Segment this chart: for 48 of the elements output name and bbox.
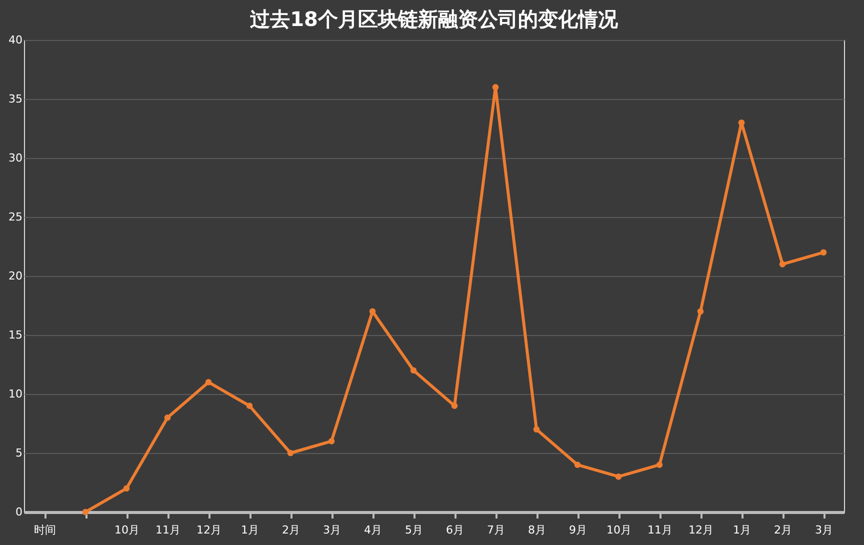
point — [697, 308, 704, 315]
x-tick-label: 10月 — [606, 524, 632, 536]
x-tick-label: 10月 — [114, 524, 140, 536]
x-tick-label: 2月 — [774, 524, 792, 536]
y-tick-label: 20 — [8, 270, 22, 282]
x-tick-label: 4月 — [364, 524, 382, 536]
y-tick-label: 5 — [16, 446, 22, 460]
x-tick-label: 12月 — [688, 524, 714, 536]
point — [574, 462, 581, 468]
point — [820, 249, 827, 256]
y-tick-label: 0 — [16, 506, 22, 518]
y-tick-label: 30 — [8, 152, 22, 164]
y-tick-label: 10 — [8, 388, 22, 400]
point — [164, 414, 171, 421]
x-tick-label: 1月 — [241, 524, 259, 536]
x-tick-label: 时间 — [34, 524, 56, 536]
chart-title: 过去18个月区块链新融资公司的变化情况 — [249, 7, 619, 31]
x-tick-label: 1月 — [733, 524, 751, 536]
y-tick-label: 40 — [8, 34, 22, 46]
x-tick-label: 6月 — [446, 524, 464, 536]
point — [287, 450, 294, 456]
point — [123, 485, 130, 492]
y-tick-label: 35 — [8, 92, 22, 106]
x-tick-label: 2月 — [282, 524, 300, 536]
point — [492, 84, 499, 90]
point — [246, 402, 253, 409]
point — [533, 426, 540, 433]
point — [205, 379, 212, 386]
x-tick-label: 12月 — [196, 524, 222, 536]
x-tick-label: 3月 — [815, 524, 833, 536]
point — [656, 462, 663, 468]
x-tick-label: 9月 — [569, 524, 587, 536]
point — [615, 473, 622, 480]
point — [369, 308, 376, 315]
y-tick-label: 25 — [8, 210, 22, 224]
x-tick-label: 11月 — [156, 524, 180, 536]
point — [738, 119, 745, 126]
point — [328, 438, 335, 444]
y-tick-label: 15 — [8, 328, 22, 342]
x-tick-label: 7月 — [487, 524, 505, 536]
point — [451, 402, 458, 409]
x-tick-label: 3月 — [323, 524, 341, 536]
point — [82, 508, 89, 516]
x-tick-label: 5月 — [405, 524, 423, 536]
point — [779, 261, 786, 268]
x-tick-label: 11月 — [648, 524, 672, 536]
x-tick-label: 8月 — [528, 524, 546, 536]
point — [410, 367, 417, 374]
